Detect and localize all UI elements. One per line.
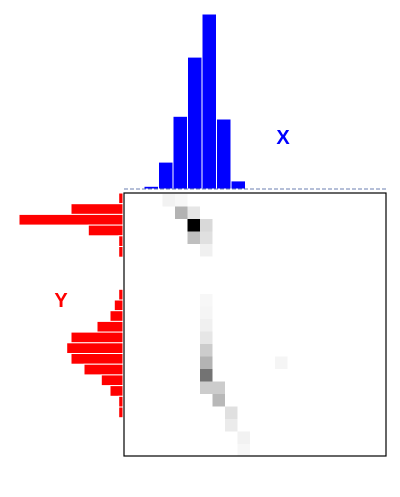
heatmap-cell [212,394,225,407]
heatmap-cell [237,431,250,444]
y-histogram-bar [109,385,124,397]
y-marginal-label: Y [54,290,68,312]
x-histogram-bar [158,161,174,190]
heatmap-cell [200,344,213,357]
heatmap-cell [187,206,200,219]
heatmap-cell [200,306,213,319]
x-histogram-bar [201,13,217,190]
y-histogram-bar [18,213,124,226]
heatmap-cell [200,331,213,344]
heatmap-cell [175,194,188,207]
y-histogram-bar [118,395,124,408]
y-histogram-bar [100,374,124,387]
y-histogram-bar [83,363,124,376]
heatmap-cell [162,194,175,207]
y-histogram-bar [118,406,124,419]
heatmap-cell [200,319,213,332]
y-histogram-bar [66,342,124,354]
heatmap-cell [200,356,213,369]
heatmap-cell [187,219,200,232]
heatmap-cell [200,294,213,307]
x-histogram-bar [216,118,232,190]
y-histogram-bar [118,235,124,248]
x-marginal-histogram [143,13,246,190]
heatmap-cell [200,244,213,257]
y-histogram-bar [96,320,124,333]
heatmap-cell [237,444,250,457]
heatmap-cell [200,231,213,244]
heatmap-cell [225,406,238,419]
y-histogram-bar [118,192,124,205]
y-histogram-bar [118,288,124,301]
x-histogram-bar [187,56,203,190]
heatmap-cell [175,206,188,219]
heatmap-frame [123,192,387,457]
heatmap-cell [187,231,200,244]
joint-heatmap [162,194,288,457]
heatmap-cell [275,356,288,369]
y-histogram-bar [113,299,124,312]
heatmap-cell [200,219,213,232]
y-histogram-bar [109,310,124,322]
x-marginal-label: X [276,127,290,149]
y-marginal-histogram [18,192,124,419]
heatmap-cell [225,419,238,432]
heatmap-cell [200,381,213,394]
x-histogram-bar [230,180,246,190]
heatmap-cell [212,381,225,394]
y-histogram-bar [70,331,124,344]
y-histogram-bar [118,246,124,258]
y-histogram-bar [70,353,124,365]
x-histogram-bar [172,115,188,190]
y-histogram-bar [70,203,124,215]
y-histogram-bar [87,224,124,237]
heatmap-cell [200,369,213,382]
